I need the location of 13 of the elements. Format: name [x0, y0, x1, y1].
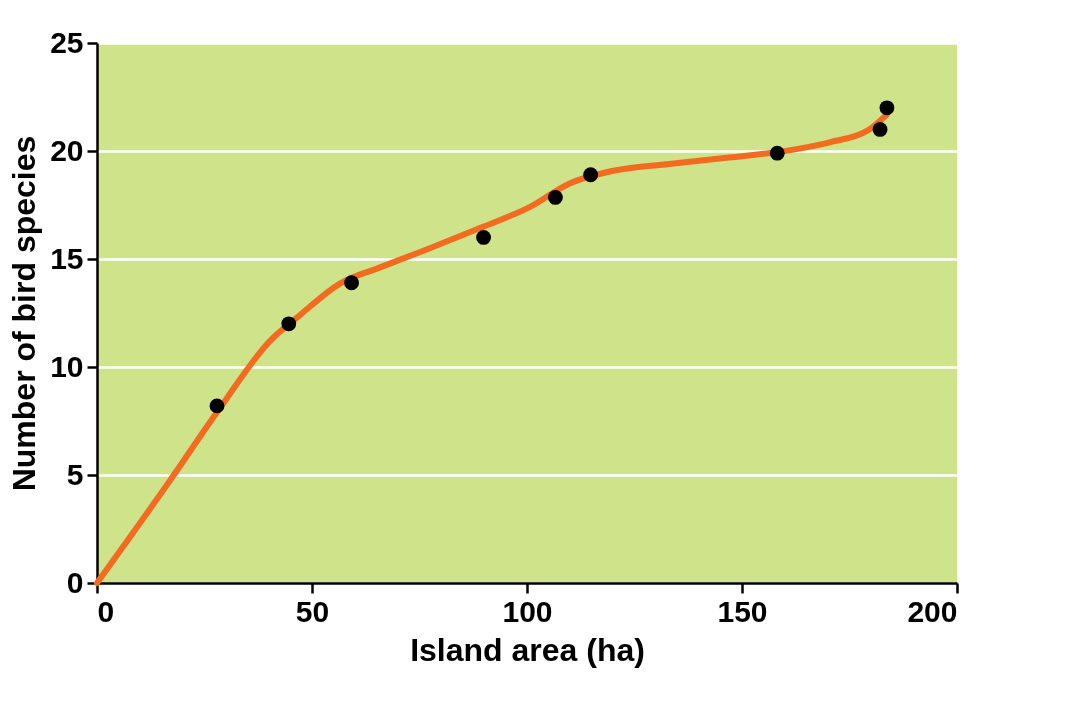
x-tick-label: 0	[97, 594, 115, 628]
y-tick-label: 20	[50, 133, 84, 167]
x-tick-label: 100	[502, 594, 553, 628]
y-tick-label: 25	[50, 25, 84, 59]
x-tick-label: 150	[717, 594, 768, 628]
x-axis-title: Island area (ha)	[410, 631, 645, 668]
y-tick-label: 15	[50, 241, 84, 275]
y-tick-label: 10	[50, 349, 84, 383]
y-axis-title: Number of bird species	[6, 135, 43, 492]
y-tick-label: 0	[66, 565, 84, 599]
y-tick-label: 5	[66, 457, 84, 491]
x-tick-label: 50	[295, 594, 330, 628]
x-tick-label: 200	[907, 594, 958, 628]
